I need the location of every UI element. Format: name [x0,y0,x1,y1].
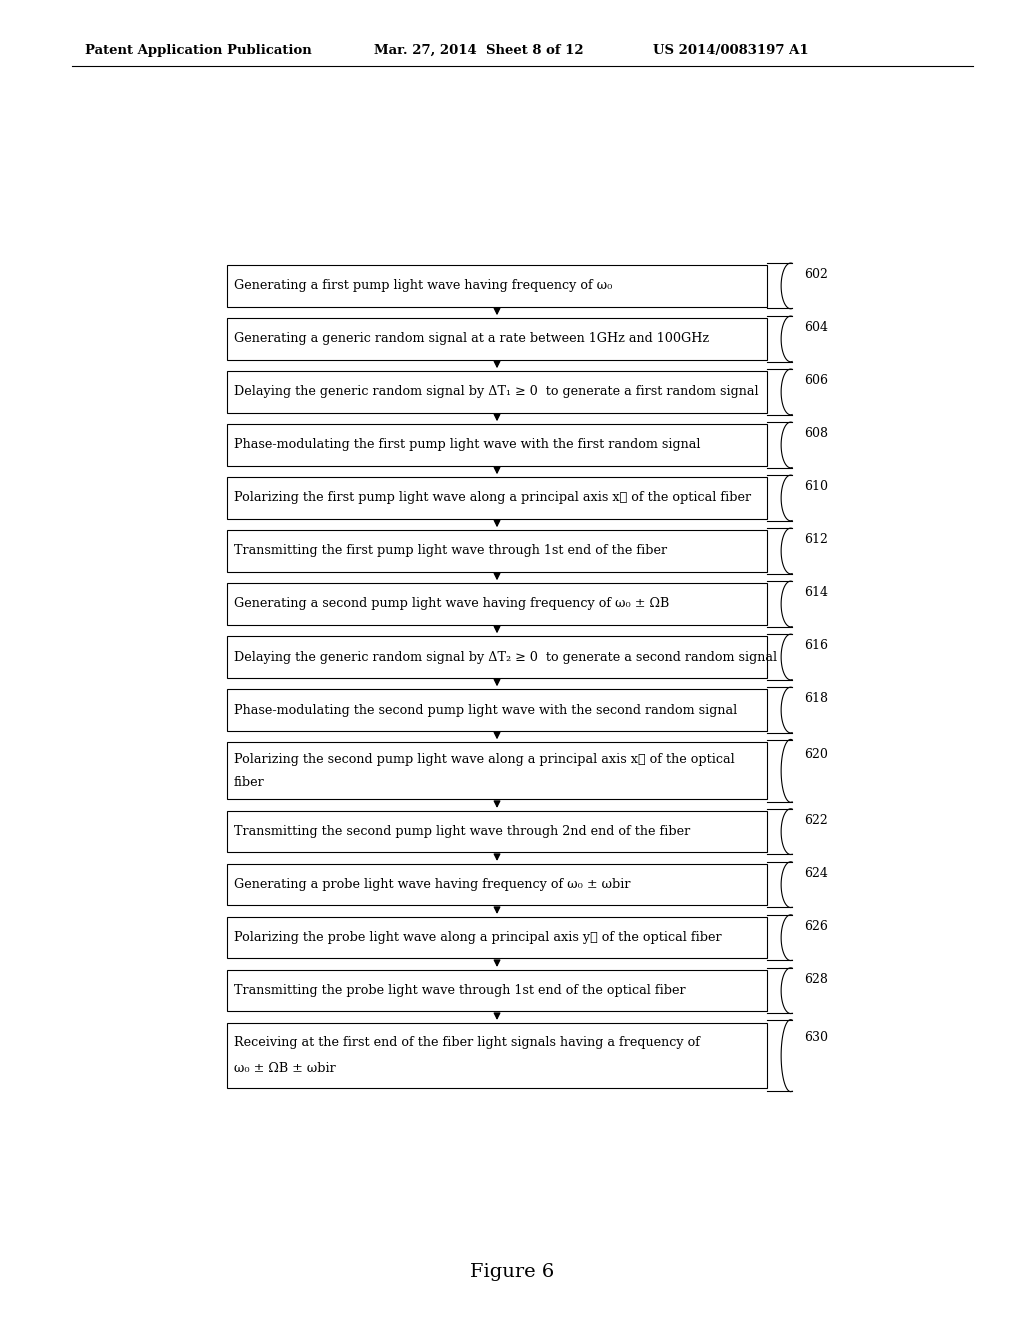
Text: 604: 604 [804,321,828,334]
Bar [227,265,767,306]
Text: 622: 622 [804,813,827,826]
Bar [227,970,767,1011]
Bar [227,583,767,624]
Bar [227,531,767,572]
Text: ω₀ ± ΩB ± ωbir: ω₀ ± ΩB ± ωbir [233,1063,335,1076]
Bar [227,371,767,413]
Bar [227,1023,767,1089]
Text: fiber: fiber [233,776,264,789]
Text: Generating a first pump light wave having frequency of ω₀: Generating a first pump light wave havin… [233,280,612,293]
Text: Phase-modulating the first pump light wave with the first random signal: Phase-modulating the first pump light wa… [233,438,700,451]
Bar [227,636,767,677]
Text: Transmitting the second pump light wave through 2nd end of the fiber: Transmitting the second pump light wave … [233,825,690,838]
Text: Mar. 27, 2014  Sheet 8 of 12: Mar. 27, 2014 Sheet 8 of 12 [374,44,584,57]
Text: US 2014/0083197 A1: US 2014/0083197 A1 [653,44,809,57]
Bar [227,318,767,360]
Bar [227,689,767,731]
Text: 626: 626 [804,920,828,932]
Text: 620: 620 [804,748,828,762]
Text: Figure 6: Figure 6 [470,1263,554,1282]
Bar [227,917,767,958]
Text: Patent Application Publication: Patent Application Publication [85,44,311,57]
Text: 630: 630 [804,1031,828,1044]
Bar [227,742,767,800]
Text: 618: 618 [804,692,828,705]
Text: 616: 616 [804,639,828,652]
Text: Delaying the generic random signal by ΔT₁ ≥ 0  to generate a first random signal: Delaying the generic random signal by ΔT… [233,385,758,399]
Text: Polarizing the probe light wave along a principal axis y⃗ of the optical fiber: Polarizing the probe light wave along a … [233,931,721,944]
Text: 612: 612 [804,533,828,546]
Text: Delaying the generic random signal by ΔT₂ ≥ 0  to generate a second random signa: Delaying the generic random signal by ΔT… [233,651,776,664]
Bar [227,810,767,853]
Text: Transmitting the first pump light wave through 1st end of the fiber: Transmitting the first pump light wave t… [233,544,667,557]
Text: Transmitting the probe light wave through 1st end of the optical fiber: Transmitting the probe light wave throug… [233,985,685,997]
Text: 628: 628 [804,973,828,986]
Text: Generating a generic random signal at a rate between 1GHz and 100GHz: Generating a generic random signal at a … [233,333,709,346]
Text: 606: 606 [804,374,828,387]
Text: Polarizing the first pump light wave along a principal axis x⃗ of the optical fi: Polarizing the first pump light wave alo… [233,491,751,504]
Text: Generating a probe light wave having frequency of ω₀ ± ωbir: Generating a probe light wave having fre… [233,878,630,891]
Text: Generating a second pump light wave having frequency of ω₀ ± ΩB: Generating a second pump light wave havi… [233,598,669,610]
Text: 608: 608 [804,426,828,440]
Bar [227,478,767,519]
Text: 602: 602 [804,268,828,281]
Bar [227,863,767,906]
Text: Polarizing the second pump light wave along a principal axis x⃗ of the optical: Polarizing the second pump light wave al… [233,752,734,766]
Text: 614: 614 [804,586,828,599]
Bar [227,424,767,466]
Text: Phase-modulating the second pump light wave with the second random signal: Phase-modulating the second pump light w… [233,704,737,717]
Text: 624: 624 [804,866,828,879]
Text: 610: 610 [804,480,828,492]
Text: Receiving at the first end of the fiber light signals having a frequency of: Receiving at the first end of the fiber … [233,1036,699,1049]
